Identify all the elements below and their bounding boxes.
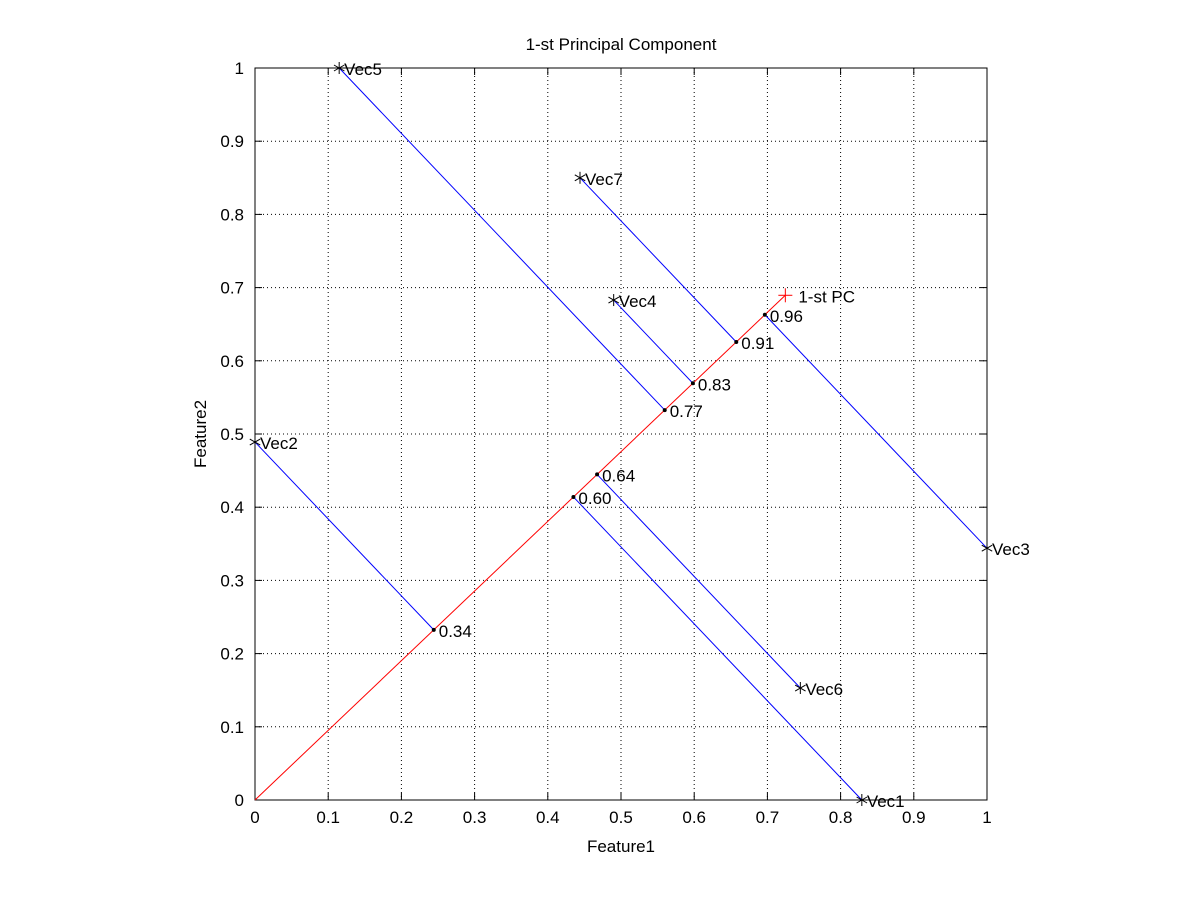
projection-point <box>595 472 600 477</box>
point-label: Vec6 <box>805 680 843 699</box>
asterisk-marker <box>981 544 993 552</box>
pc-line <box>254 294 786 801</box>
y-tick-label: 0.4 <box>220 498 244 517</box>
asterisk-marker <box>608 296 620 304</box>
projection-label: 0.34 <box>439 622 472 641</box>
projection-point <box>734 339 739 344</box>
projection-line <box>254 441 435 631</box>
data-point-vec7 <box>574 171 586 184</box>
data-point-vec5 <box>333 62 345 74</box>
y-tick-label: 0.2 <box>220 645 244 664</box>
projection-label: 0.60 <box>578 489 611 508</box>
y-tick-label: 0.3 <box>220 571 244 590</box>
chart-title: 1-st Principal Component <box>526 35 717 54</box>
projection-label: 0.64 <box>602 466 635 485</box>
x-tick-label: 0.4 <box>536 808 560 827</box>
projection-label: 0.96 <box>770 307 803 326</box>
data-point-vec3 <box>981 542 993 555</box>
x-tick-label: 0.9 <box>902 808 926 827</box>
projection-point <box>762 312 767 317</box>
y-tick-label: 0.8 <box>220 205 244 224</box>
asterisk-marker <box>333 64 345 72</box>
y-tick-label: 0.5 <box>220 425 244 444</box>
projection-line <box>613 299 694 384</box>
projection-label: 0.83 <box>698 375 731 394</box>
projection-line <box>579 177 737 343</box>
projection-label: 0.91 <box>741 334 774 353</box>
marks: 0.60 Vec1 0.34 Vec2 0.96 Vec3 0.83 Vec4 0.77 Vec5… <box>249 60 1030 811</box>
data-point-vec4 <box>608 294 620 307</box>
x-tick-label: 0.1 <box>316 808 340 827</box>
point-label: Vec1 <box>867 792 905 811</box>
asterisk-marker <box>249 438 261 446</box>
y-tick-label: 0.6 <box>220 352 244 371</box>
projection-line <box>338 67 666 411</box>
y-tick-label: 0.7 <box>220 279 244 298</box>
point-label: Vec3 <box>992 540 1030 559</box>
data-point-vec6 <box>794 682 806 695</box>
projection-point <box>571 494 576 499</box>
y-axis-label: Feature2 <box>191 400 210 468</box>
y-tick-label: 1 <box>235 59 244 78</box>
asterisk-marker <box>856 796 868 804</box>
projection-label: 0.77 <box>670 402 703 421</box>
asterisk-marker <box>574 174 586 182</box>
x-tick-label: 0.7 <box>756 808 780 827</box>
data-point-vec1 <box>856 794 868 806</box>
pc-label: 1-st PC <box>798 287 855 306</box>
x-axis-label: Feature1 <box>587 837 655 856</box>
point-label: Vec4 <box>619 292 657 311</box>
x-tick-label: 0.8 <box>829 808 853 827</box>
projection-point <box>690 381 695 386</box>
asterisk-marker <box>794 684 806 692</box>
projection-point <box>662 408 667 413</box>
x-tick-label: 0.3 <box>463 808 487 827</box>
y-tick-label: 0.1 <box>220 718 244 737</box>
x-tick-label: 0.6 <box>682 808 706 827</box>
x-tick-label: 0.5 <box>609 808 633 827</box>
projection-line <box>596 474 801 689</box>
y-tick-label: 0.9 <box>220 132 244 151</box>
projection-line <box>573 496 863 801</box>
projection-line <box>764 314 988 549</box>
ticks: 0 0.1 0.2 0.3 0.4 0.5 0.6 0.7 0.8 0.9 100.10.20.30… <box>220 59 991 827</box>
x-tick-label: 0.2 <box>390 808 414 827</box>
point-label: Vec2 <box>260 434 298 453</box>
data-point-vec2 <box>249 436 261 449</box>
point-label: Vec7 <box>585 170 623 189</box>
x-tick-label: 1 <box>982 808 991 827</box>
projection-point <box>431 627 436 632</box>
point-label: Vec5 <box>344 60 382 79</box>
y-tick-label: 0 <box>235 791 244 810</box>
x-tick-label: 0 <box>250 808 259 827</box>
